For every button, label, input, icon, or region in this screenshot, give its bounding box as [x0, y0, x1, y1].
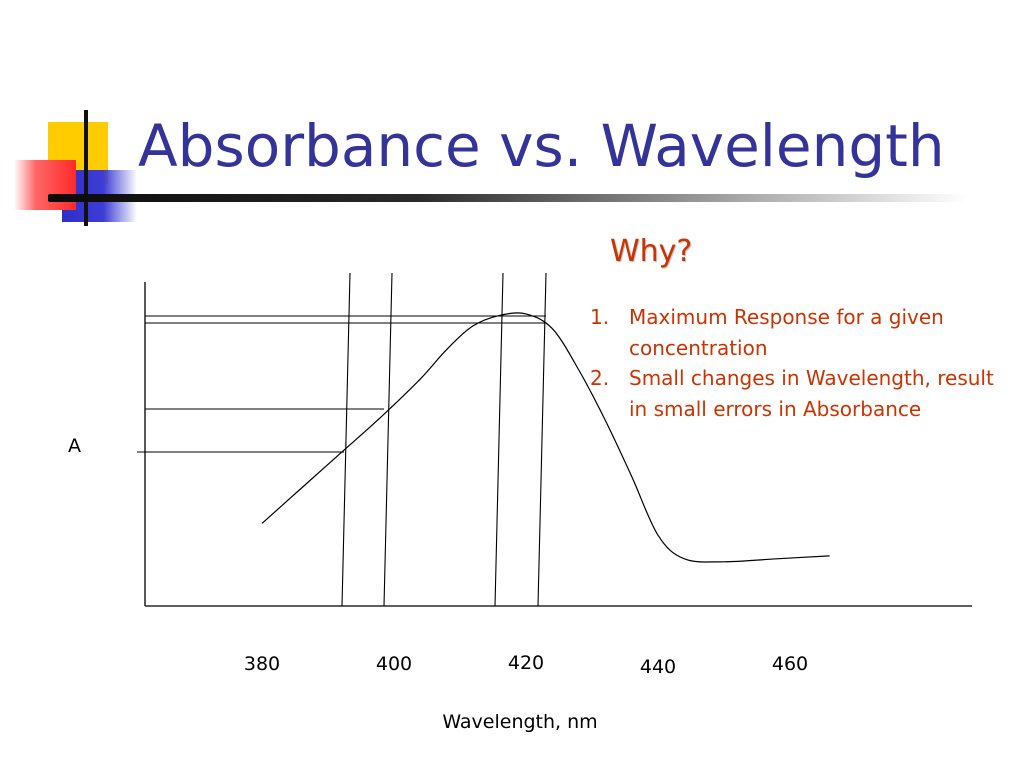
x-tick-label: 400 [376, 653, 412, 675]
x-axis-label: Wavelength, nm [442, 711, 597, 733]
decor-vertical-line [84, 110, 88, 226]
absorbance-curve [261, 312, 830, 563]
guide-vertical-line [494, 272, 504, 607]
slide-title: Absorbance vs. Wavelength [138, 112, 945, 180]
reason-text: Maximum Response for a given concentrati… [629, 305, 944, 360]
x-tick-label: 420 [508, 652, 544, 674]
reason-number: 2. [590, 366, 610, 390]
x-tick-label: 440 [640, 656, 676, 678]
title-underline [48, 194, 968, 202]
x-tick-label: 380 [244, 653, 280, 675]
reasons-list: 1. Maximum Response for a given concentr… [590, 302, 1000, 424]
x-tick-label: 460 [772, 653, 808, 675]
why-heading: Why? [610, 234, 693, 269]
x-tick-labels: 380 400 420 440 460 [244, 652, 808, 678]
reason-text: Small changes in Wavelength, result in s… [629, 366, 994, 421]
y-axis-label: A [68, 435, 81, 457]
guide-vertical-line [341, 272, 351, 607]
guide-vertical-line [383, 272, 393, 607]
reason-item: 2. Small changes in Wavelength, result i… [590, 363, 1000, 424]
guide-lines [137, 272, 547, 607]
guide-vertical-line [537, 272, 547, 607]
reason-number: 1. [590, 305, 610, 329]
reason-item: 1. Maximum Response for a given concentr… [590, 302, 1000, 363]
